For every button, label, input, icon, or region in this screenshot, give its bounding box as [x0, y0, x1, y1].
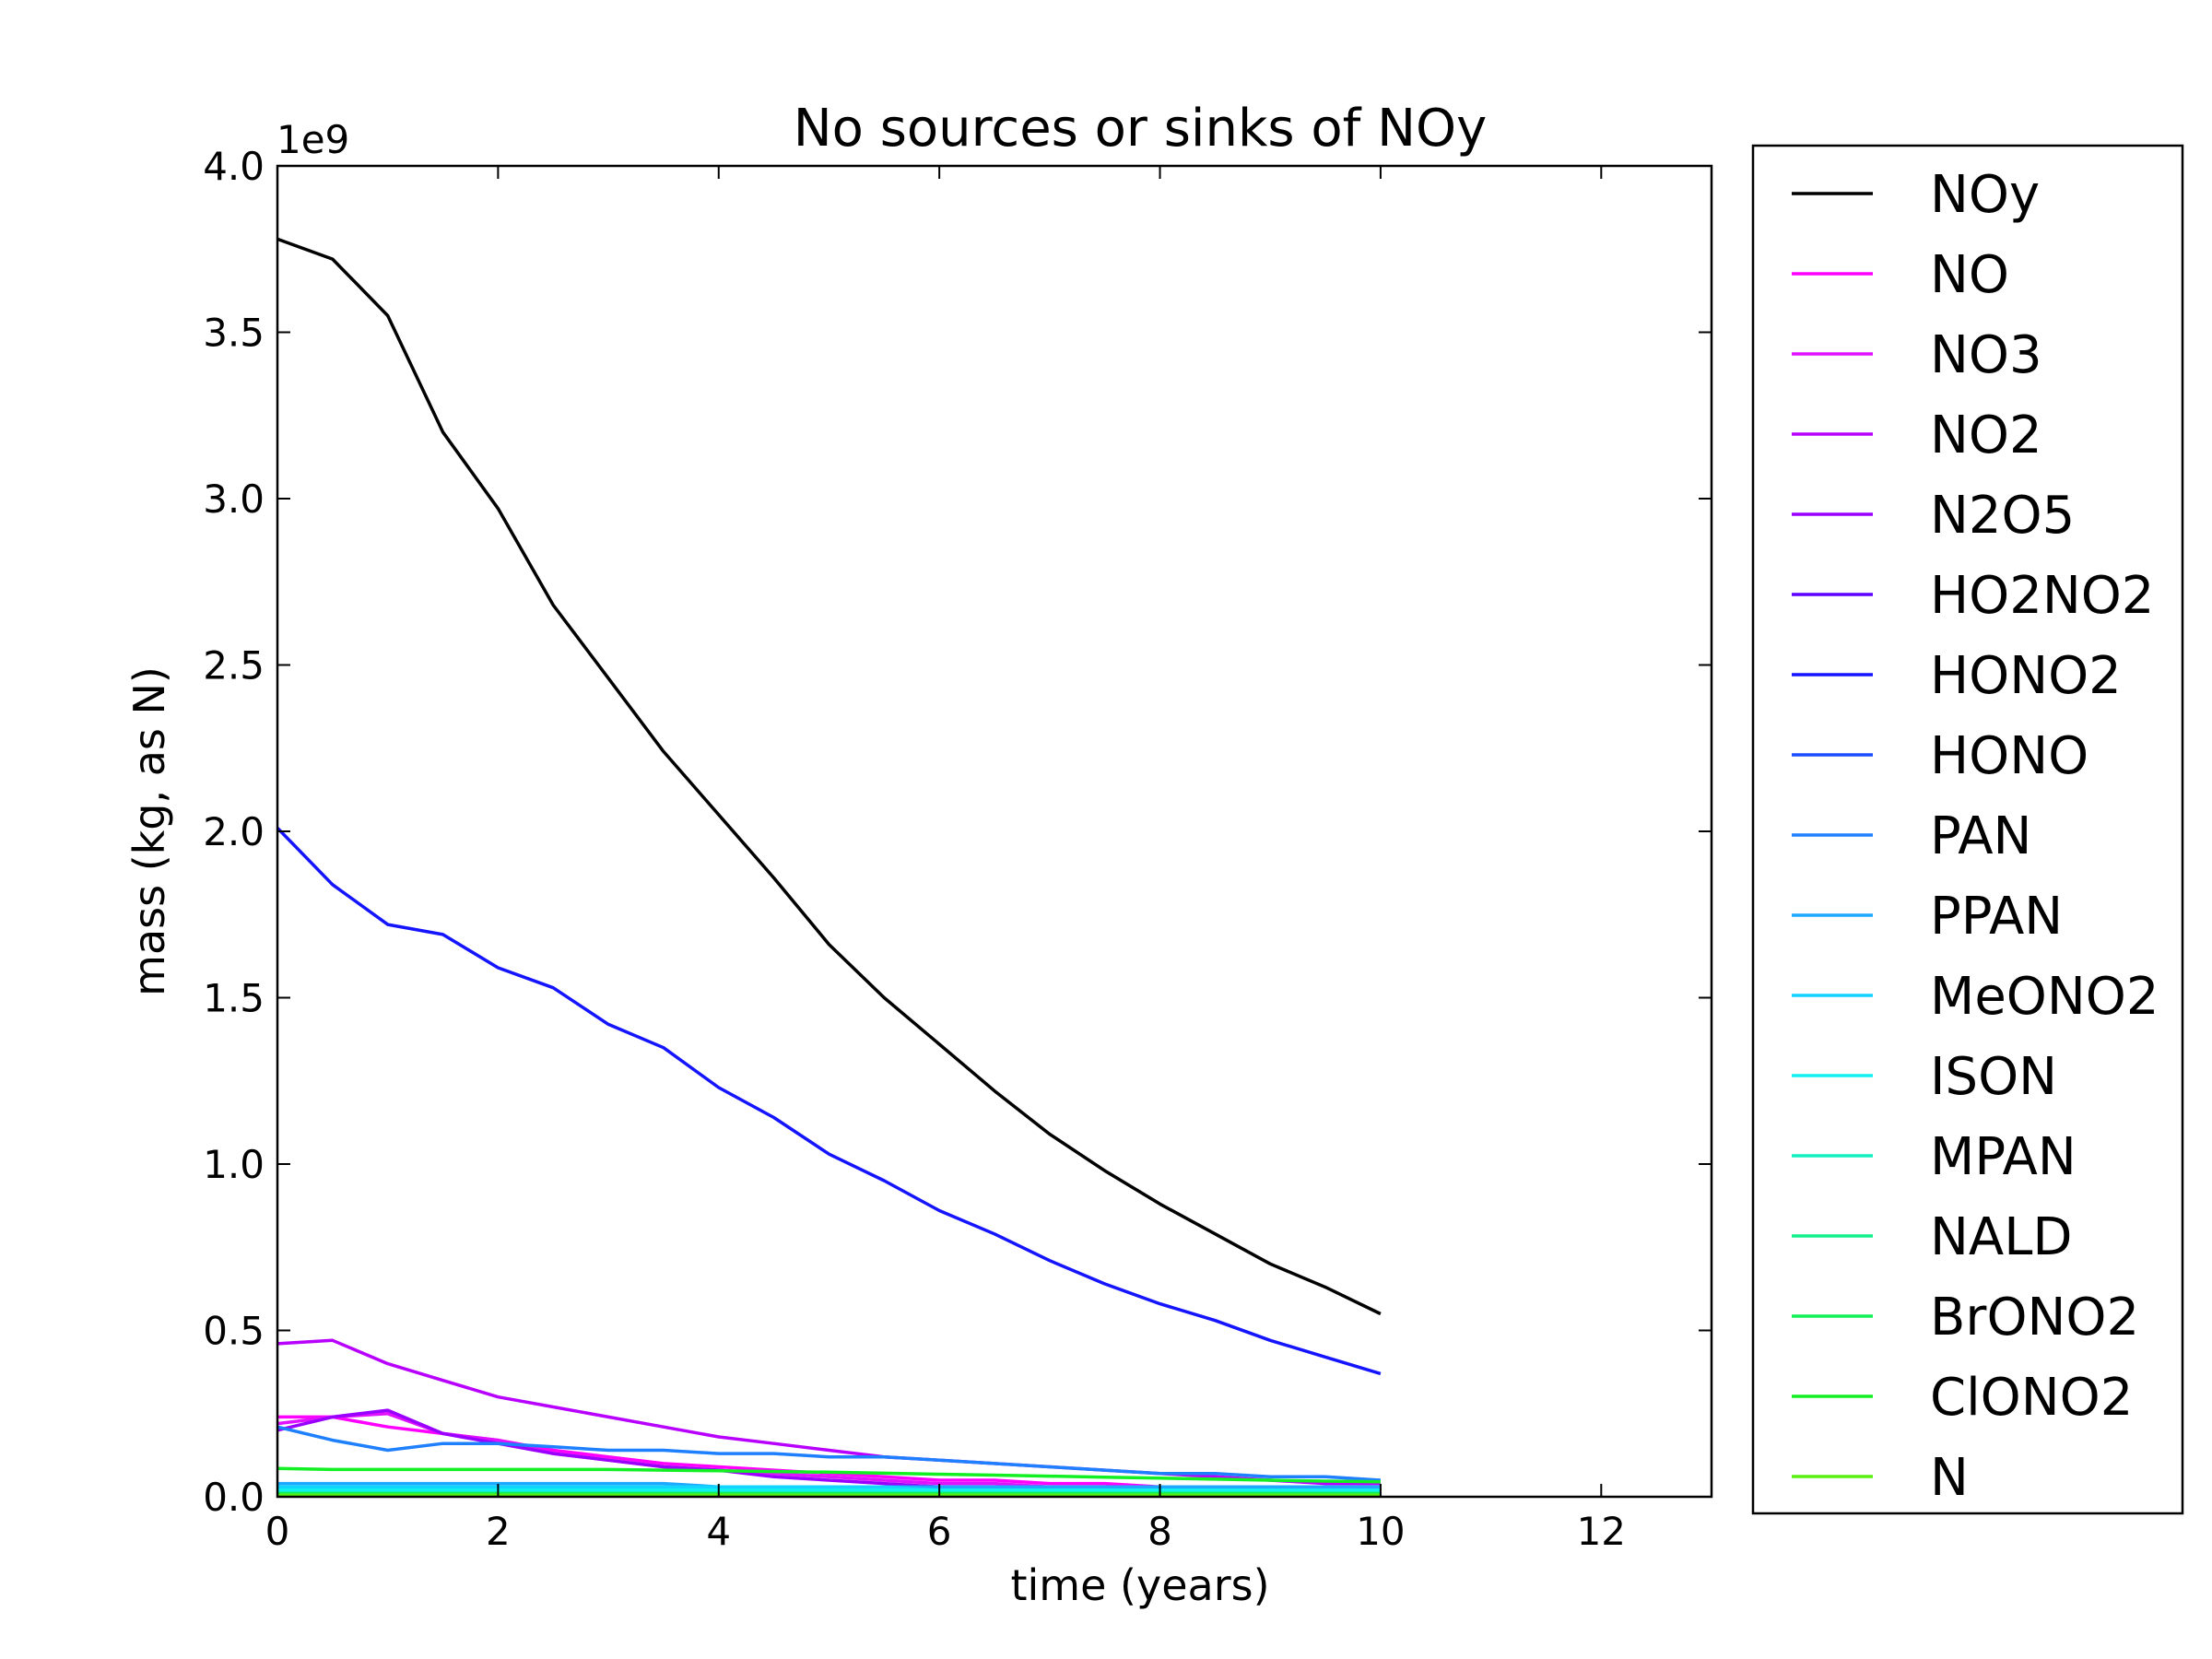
legend-label-brono2: BrONO2 [1930, 1288, 2139, 1347]
x-tick-label: 10 [1356, 1509, 1405, 1554]
y-tick-label: 3.0 [203, 477, 265, 522]
series-line-clono2 [276, 1466, 1381, 1484]
y-axis-multiplier: 1e9 [276, 117, 349, 162]
legend-label-hono: HONO [1930, 726, 2088, 786]
legend-label-ison: ISON [1930, 1047, 2057, 1107]
x-tick-label: 2 [486, 1509, 511, 1554]
y-tick-label: 4.0 [203, 144, 265, 189]
chart-title: No sources or sinks of NOy [794, 99, 1488, 159]
legend-label-no3: NO3 [1930, 325, 2042, 385]
legend-label-n: N [1930, 1448, 1969, 1508]
legend-label-no2: NO2 [1930, 406, 2042, 465]
y-axis-label: mass (kg, as N) [124, 666, 174, 996]
y-tick-label: 1.0 [203, 1142, 265, 1187]
legend-label-hono2: HONO2 [1930, 646, 2122, 706]
x-tick-label: 4 [706, 1509, 731, 1554]
legend-frame [1751, 144, 2184, 1515]
legend-label-no: NO [1930, 245, 2009, 305]
y-tick-label: 1.5 [203, 976, 265, 1021]
y-tick-label: 2.0 [203, 809, 265, 854]
x-tick-label: 12 [1577, 1509, 1626, 1554]
legend-label-pan: PAN [1930, 806, 2031, 866]
legend-label-mpan: MPAN [1930, 1127, 2077, 1187]
x-tick-label: 8 [1147, 1509, 1172, 1554]
y-tick-label: 0.5 [203, 1309, 265, 1354]
x-axis-label: time (years) [1010, 1560, 1269, 1610]
series-line-no2 [276, 1338, 1381, 1486]
legend-label-ppan: PPAN [1930, 887, 2063, 947]
legend: NOy NO NO3 NO2 N2O5 HO2NO2 HONO2 HONO PAN PPAN MeO… [1751, 144, 2184, 1515]
series-line-pan [276, 1425, 1382, 1482]
legend-label-nald: NALD [1930, 1207, 2073, 1267]
x-tick-label: 0 [265, 1509, 290, 1554]
x-tick-label: 6 [927, 1509, 952, 1554]
ticks-group: 0 2 4 6 8 10 12 0.0 0.5 1.0 1.5 2.0 2.5 3.0 3.5 4.0 [203, 144, 1712, 1554]
legend-label-ho2no2: HO2NO2 [1930, 566, 2154, 626]
series-line-noy [276, 237, 1382, 1316]
series-group [276, 237, 1382, 1497]
legend-label-n2o5: N2O5 [1930, 486, 2075, 546]
y-tick-label: 2.5 [203, 643, 265, 688]
legend-label-meono2: MeONO2 [1930, 967, 2159, 1027]
y-tick-label: 3.5 [203, 311, 265, 356]
series-line-hono2 [276, 827, 1382, 1376]
legend-label-clono2: ClONO2 [1930, 1368, 2133, 1428]
legend-label-noy: NOy [1930, 165, 2040, 225]
y-tick-label: 0.0 [203, 1475, 265, 1520]
